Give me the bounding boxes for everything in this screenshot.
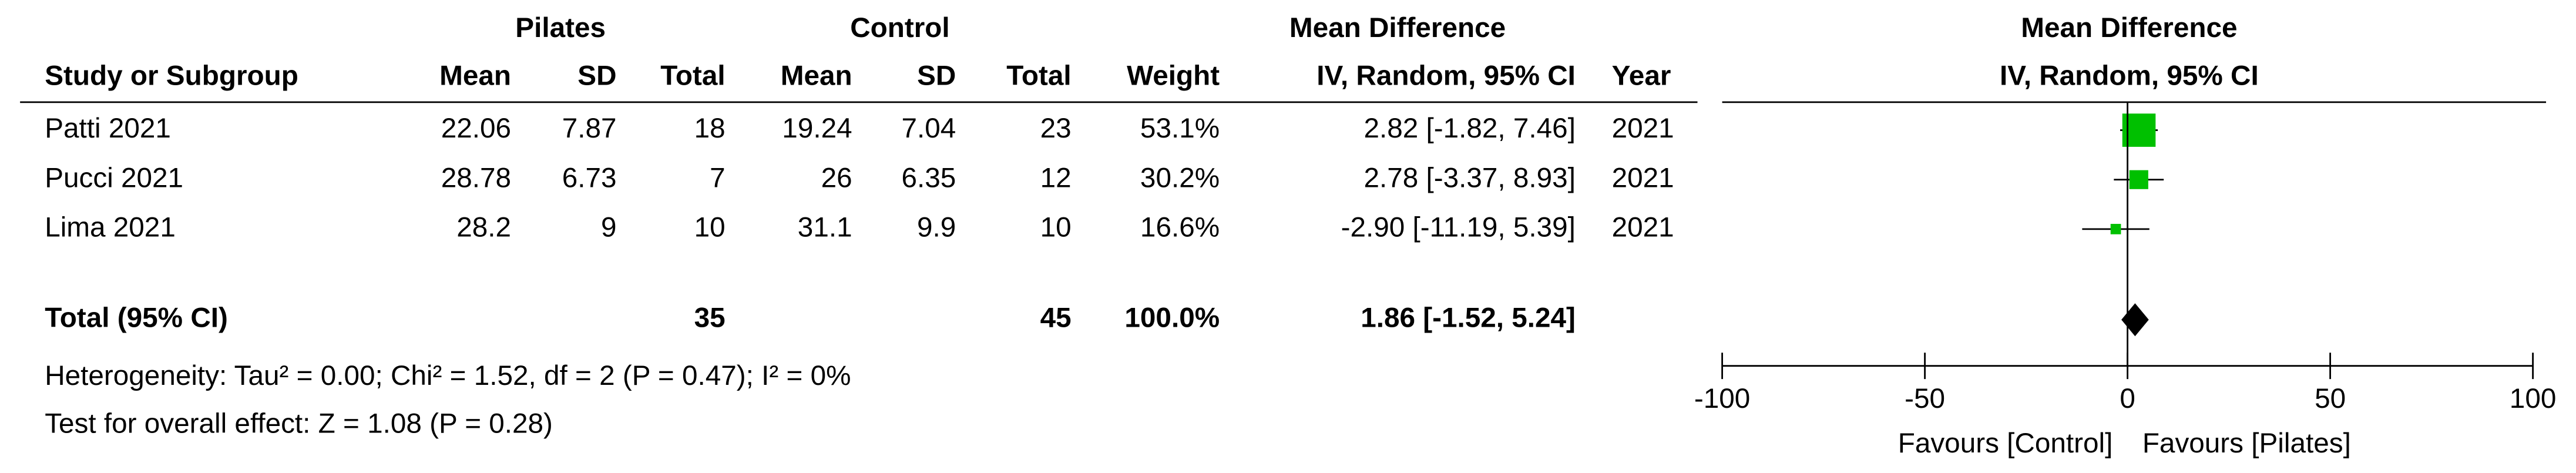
study-name: Pucci 2021 bbox=[45, 162, 183, 193]
year: 2021 bbox=[1612, 113, 1674, 144]
ci-label: 2.78 [-3.37, 8.93] bbox=[1363, 162, 1575, 193]
heterogeneity: Heterogeneity: Tau² = 0.00; Chi² = 1.52,… bbox=[45, 360, 851, 391]
x-tick-label: 50 bbox=[2315, 383, 2346, 414]
table-cell: 7.87 bbox=[562, 113, 617, 144]
total-cell: 45 bbox=[1040, 303, 1072, 334]
table-cell: 10 bbox=[1040, 212, 1072, 243]
table-cell: 31.1 bbox=[798, 212, 852, 243]
table-cell: 6.73 bbox=[562, 162, 617, 193]
column-header: Total bbox=[660, 60, 725, 91]
table-cell: 19.24 bbox=[782, 113, 852, 144]
overall-effect: Test for overall effect: Z = 1.08 (P = 0… bbox=[45, 408, 553, 439]
ci-label: -2.90 [-11.19, 5.39] bbox=[1341, 212, 1576, 243]
favours-label: Favours [Control] bbox=[1898, 428, 2113, 459]
ci-label: 2.82 [-1.82, 7.46] bbox=[1363, 113, 1575, 144]
table-cell: 12 bbox=[1040, 162, 1072, 193]
table-cell: 7 bbox=[710, 162, 726, 193]
weight: 53.1% bbox=[1140, 113, 1220, 144]
table-cell: 22.06 bbox=[441, 113, 511, 144]
table-cell: 26 bbox=[821, 162, 852, 193]
x-tick-label: -100 bbox=[1694, 383, 1750, 414]
effect-square bbox=[2129, 170, 2148, 189]
effect-square bbox=[2110, 224, 2121, 234]
x-tick-label: 100 bbox=[2510, 383, 2557, 414]
x-tick-label: 0 bbox=[2120, 383, 2135, 414]
column-header: SD bbox=[917, 60, 956, 91]
total-cell: 35 bbox=[694, 303, 726, 334]
total-ci-label: 1.86 [-1.52, 5.24] bbox=[1361, 303, 1576, 334]
total-weight: 100.0% bbox=[1124, 303, 1220, 334]
study-name: Lima 2021 bbox=[45, 212, 176, 243]
group-header: Pilates bbox=[515, 12, 606, 43]
column-header: SD bbox=[577, 60, 616, 91]
table-cell: 9 bbox=[601, 212, 617, 243]
year: 2021 bbox=[1612, 162, 1674, 193]
plot-header: Mean Difference bbox=[2021, 12, 2237, 43]
group-header: Control bbox=[850, 12, 949, 43]
column-header: Study or Subgroup bbox=[45, 60, 298, 91]
table-cell: 18 bbox=[694, 113, 726, 144]
favours-label: Favours [Pilates] bbox=[2142, 428, 2351, 459]
year: 2021 bbox=[1612, 212, 1674, 243]
column-header: Year bbox=[1612, 60, 1671, 91]
summary-diamond bbox=[2121, 303, 2149, 337]
group-header: Mean Difference bbox=[1289, 12, 1506, 43]
table-cell: 23 bbox=[1040, 113, 1072, 144]
weight: 30.2% bbox=[1140, 162, 1220, 193]
study-name: Patti 2021 bbox=[45, 113, 171, 144]
table-cell: 7.04 bbox=[902, 113, 956, 144]
column-header: Mean bbox=[439, 60, 511, 91]
column-header: Total bbox=[1006, 60, 1071, 91]
table-cell: 6.35 bbox=[902, 162, 956, 193]
table-cell: 28.78 bbox=[441, 162, 511, 193]
column-header: IV, Random, 95% CI bbox=[1316, 60, 1576, 91]
column-header: Mean bbox=[781, 60, 852, 91]
table-cell: 9.9 bbox=[917, 212, 956, 243]
weight: 16.6% bbox=[1140, 212, 1220, 243]
plot-header: IV, Random, 95% CI bbox=[2000, 60, 2259, 91]
column-header: Weight bbox=[1127, 60, 1220, 91]
table-cell: 28.2 bbox=[456, 212, 511, 243]
x-tick-label: -50 bbox=[1905, 383, 1945, 414]
total-name: Total (95% CI) bbox=[45, 303, 228, 334]
table-cell: 10 bbox=[694, 212, 726, 243]
